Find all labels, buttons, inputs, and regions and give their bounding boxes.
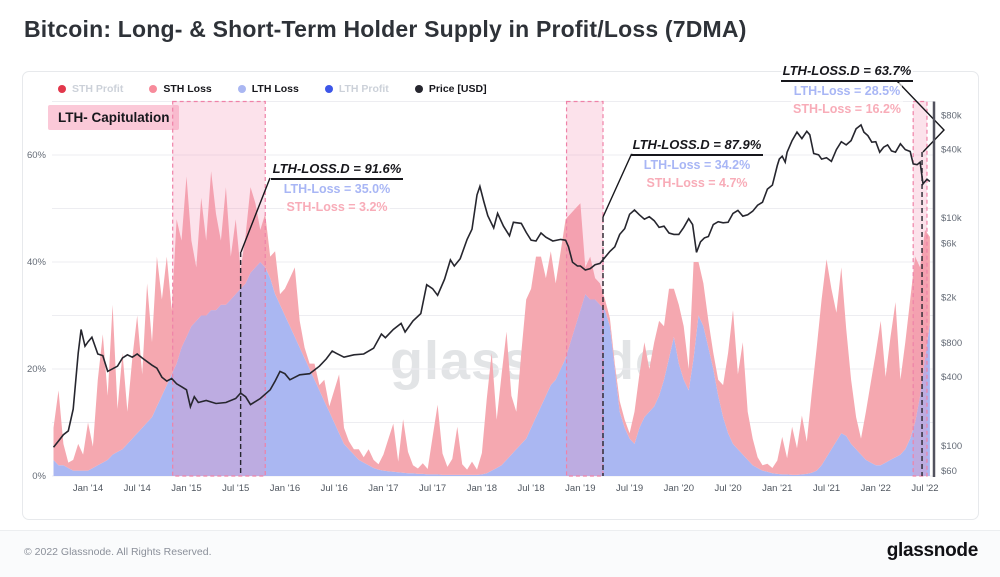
annotation-sth-loss: STH-Loss = 3.2% xyxy=(284,199,390,216)
legend-item-lth-loss[interactable]: LTH Loss xyxy=(237,83,299,95)
page-title: Bitcoin: Long- & Short-Term Holder Suppl… xyxy=(24,16,747,42)
annotation-2015: LTH-LOSS.D = 91.6% LTH-Loss = 35.0% STH-… xyxy=(252,160,422,216)
legend-label: LTH Profit xyxy=(338,83,389,95)
chart-card: glassnode xyxy=(22,71,979,520)
annotation-title: LTH-LOSS.D = 91.6% xyxy=(270,160,404,180)
legend-label: STH Profit xyxy=(72,83,124,95)
legend-dot xyxy=(149,85,158,93)
annotation-2019: LTH-LOSS.D = 87.9% LTH-Loss = 34.2% STH-… xyxy=(612,136,782,192)
legend-item-sth-profit[interactable]: STH Profit xyxy=(58,83,123,95)
annotation-sth-loss: STH-Loss = 16.2% xyxy=(790,101,904,118)
chart-legend: STH Profit STH Loss LTH Loss LTH Profit Pric… xyxy=(58,83,487,95)
legend-label: Price [USD] xyxy=(428,83,487,95)
legend-item-lth-profit[interactable]: LTH Profit xyxy=(324,83,389,95)
annotation-lth-loss: LTH-Loss = 35.0% xyxy=(281,181,393,198)
annotation-sth-loss: STH-Loss = 4.7% xyxy=(644,175,750,192)
glassnode-logo: glassnode xyxy=(886,540,979,561)
annotation-title: LTH-LOSS.D = 63.7% xyxy=(780,62,914,82)
legend-item-sth-loss[interactable]: STH Loss xyxy=(149,83,212,95)
annotation-title: LTH-LOSS.D = 87.9% xyxy=(630,136,764,156)
annotation-lth-loss: LTH-Loss = 34.2% xyxy=(641,157,753,174)
legend-dot xyxy=(58,85,66,93)
legend-dot xyxy=(414,85,423,93)
legend-dot xyxy=(237,85,246,93)
annotation-2022: LTH-LOSS.D = 63.7% LTH-Loss = 28.5% STH-… xyxy=(762,62,932,118)
legend-label: LTH Loss xyxy=(251,83,299,95)
annotation-lth-loss: LTH-Loss = 28.5% xyxy=(791,83,903,100)
legend-item-price-usd-[interactable]: Price [USD] xyxy=(414,83,487,95)
glassnode-watermark: glassnode xyxy=(389,331,667,391)
legend-dot xyxy=(324,85,333,93)
legend-label: STH Loss xyxy=(163,83,212,95)
copyright-text: © 2022 Glassnode. All Rights Reserved. xyxy=(24,546,212,558)
lth-capitulation-badge: LTH- Capitulation xyxy=(48,105,180,130)
footer-bar: © 2022 Glassnode. All Rights Reserved. g… xyxy=(0,530,1000,577)
